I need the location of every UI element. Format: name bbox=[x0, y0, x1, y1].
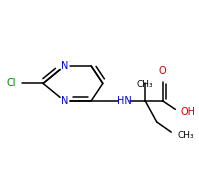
Text: CH₃: CH₃ bbox=[178, 131, 195, 140]
Text: Cl: Cl bbox=[7, 78, 16, 88]
Text: OH: OH bbox=[181, 107, 196, 117]
Text: O: O bbox=[159, 66, 166, 76]
Text: N: N bbox=[60, 61, 68, 71]
Text: HN: HN bbox=[117, 96, 131, 106]
Text: N: N bbox=[60, 96, 68, 106]
Text: CH₃: CH₃ bbox=[137, 80, 153, 89]
